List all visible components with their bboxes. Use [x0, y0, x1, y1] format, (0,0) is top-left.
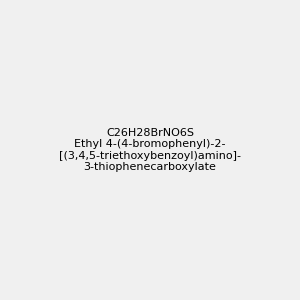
Text: C26H28BrNO6S
Ethyl 4-(4-bromophenyl)-2-
[(3,4,5-triethoxybenzoyl)amino]-
3-thiop: C26H28BrNO6S Ethyl 4-(4-bromophenyl)-2- …	[59, 128, 241, 172]
